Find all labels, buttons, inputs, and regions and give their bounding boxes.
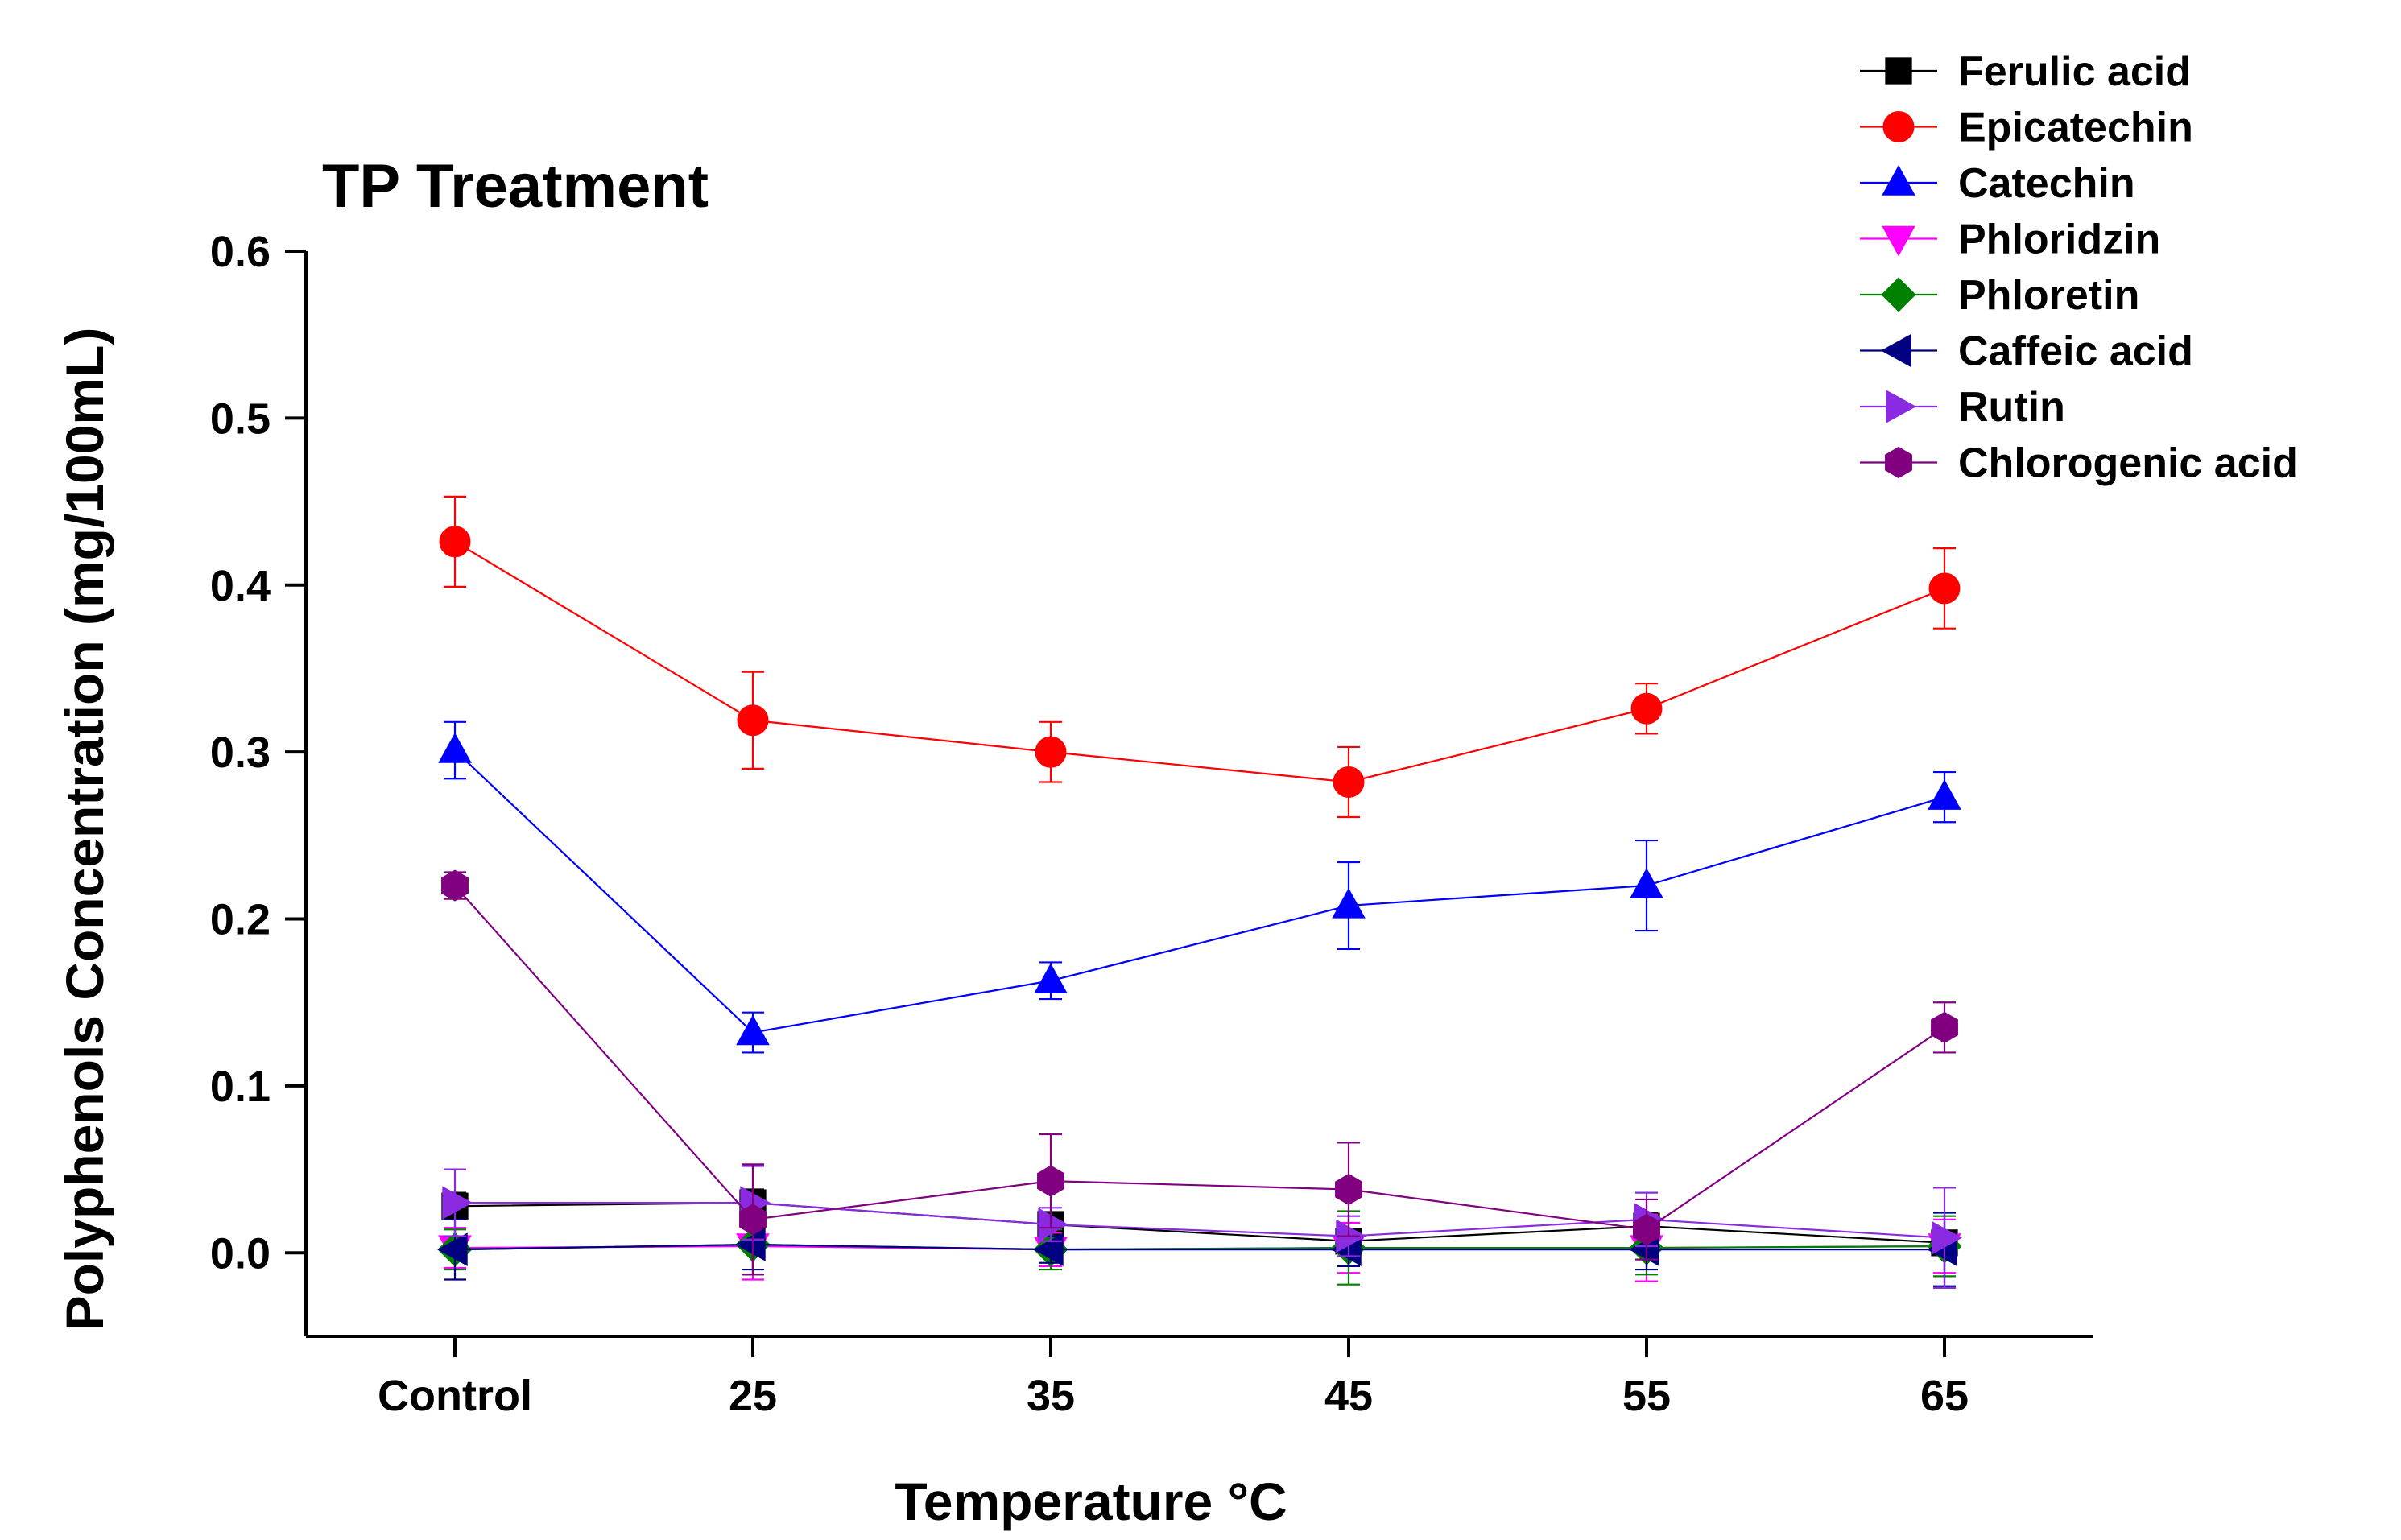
legend: Ferulic acid Epicatechin Catechin Phloridzi… — [1860, 48, 2298, 487]
legend-item-phloridzin: Phloridzin — [1860, 217, 2160, 263]
legend-item-ferulic-acid: Ferulic acid — [1860, 48, 2191, 95]
y-tick-label: 0.6 — [210, 228, 271, 276]
legend-item-catechin: Catechin — [1860, 160, 2135, 207]
series-phloretin — [437, 1210, 1962, 1286]
legend-item-chlorogenic-acid: Chlorogenic acid — [1860, 440, 2298, 487]
data-point — [1333, 766, 1365, 798]
legend-label: Phloridzin — [1958, 217, 2160, 263]
chart-title: TP Treatment — [322, 152, 709, 221]
x-ticks: Control 25 35 45 55 65 — [378, 1336, 1969, 1420]
data-point — [737, 704, 769, 737]
data-point — [1630, 692, 1663, 725]
legend-item-caffeic-acid: Caffeic acid — [1860, 328, 2193, 375]
data-point — [1932, 1220, 1962, 1255]
y-axis-label: Polyphenols Concentration (mg/100mL) — [55, 328, 114, 1332]
legend-marker — [1885, 57, 1912, 85]
legend-label: Phloretin — [1958, 272, 2139, 319]
y-tick-label: 0.2 — [210, 896, 271, 944]
series-epicatechin — [439, 495, 1961, 819]
legend-marker — [1886, 390, 1916, 423]
data-point — [1633, 1213, 1660, 1245]
y-ticks: 0.0 0.1 0.2 0.3 0.4 0.5 0.6 — [210, 228, 306, 1278]
data-point — [736, 1014, 770, 1046]
data-point — [437, 1232, 468, 1266]
data-point — [1034, 963, 1068, 993]
legend-marker — [1882, 225, 1915, 257]
data-point — [1035, 736, 1067, 768]
x-axis-label: Temperature °C — [895, 1472, 1287, 1531]
plot-series — [437, 495, 1962, 1289]
legend-item-rutin: Rutin — [1860, 384, 2065, 431]
data-point — [438, 733, 472, 763]
series-line — [454, 749, 1945, 1034]
data-point — [1038, 1208, 1068, 1241]
legend-label: Caffeic acid — [1958, 328, 2193, 375]
series-catechin — [438, 720, 1961, 1054]
legend-marker — [1882, 165, 1915, 196]
y-tick-label: 0.3 — [210, 729, 271, 777]
data-point — [1037, 1165, 1064, 1197]
legend-label: Ferulic acid — [1958, 48, 2191, 95]
legend-marker — [1882, 111, 1915, 142]
series-line — [454, 1243, 1944, 1251]
x-tick-label: 25 — [729, 1372, 777, 1420]
y-tick-label: 0.4 — [210, 562, 271, 610]
x-tick-label: 55 — [1622, 1372, 1671, 1420]
series-line — [454, 1201, 1945, 1244]
series-line — [455, 1201, 1945, 1239]
legend-label: Rutin — [1958, 384, 2065, 431]
data-point — [1928, 779, 1961, 810]
series-chlorogenic-acid — [441, 869, 1958, 1276]
series-rutin — [442, 1165, 1962, 1289]
legend-item-epicatechin: Epicatechin — [1860, 105, 2193, 151]
data-point — [739, 1204, 767, 1236]
data-point — [442, 1186, 473, 1220]
data-point — [735, 1228, 766, 1261]
legend-marker — [1885, 446, 1912, 479]
legend-label: Catechin — [1958, 160, 2135, 207]
y-tick-label: 0.0 — [210, 1229, 271, 1278]
x-tick-label: 45 — [1324, 1372, 1373, 1420]
legend-marker — [1881, 277, 1916, 312]
legend-marker — [1881, 333, 1911, 368]
y-tick-label: 0.5 — [210, 394, 271, 443]
y-tick-label: 0.1 — [210, 1063, 271, 1111]
legend-label: Chlorogenic acid — [1958, 440, 2298, 487]
data-point — [1332, 888, 1366, 919]
series-line — [454, 885, 1945, 1231]
data-point — [1630, 868, 1663, 898]
data-point — [1335, 1173, 1362, 1206]
data-point — [1931, 1011, 1958, 1043]
x-tick-label: Control — [378, 1372, 532, 1420]
legend-item-phloretin: Phloretin — [1860, 272, 2139, 319]
legend-label: Epicatechin — [1958, 105, 2193, 151]
data-point — [441, 869, 469, 902]
series-line — [454, 540, 1945, 783]
x-tick-label: 35 — [1027, 1372, 1075, 1420]
data-point — [1928, 572, 1961, 605]
data-point — [439, 526, 471, 558]
x-tick-label: 65 — [1920, 1372, 1969, 1420]
